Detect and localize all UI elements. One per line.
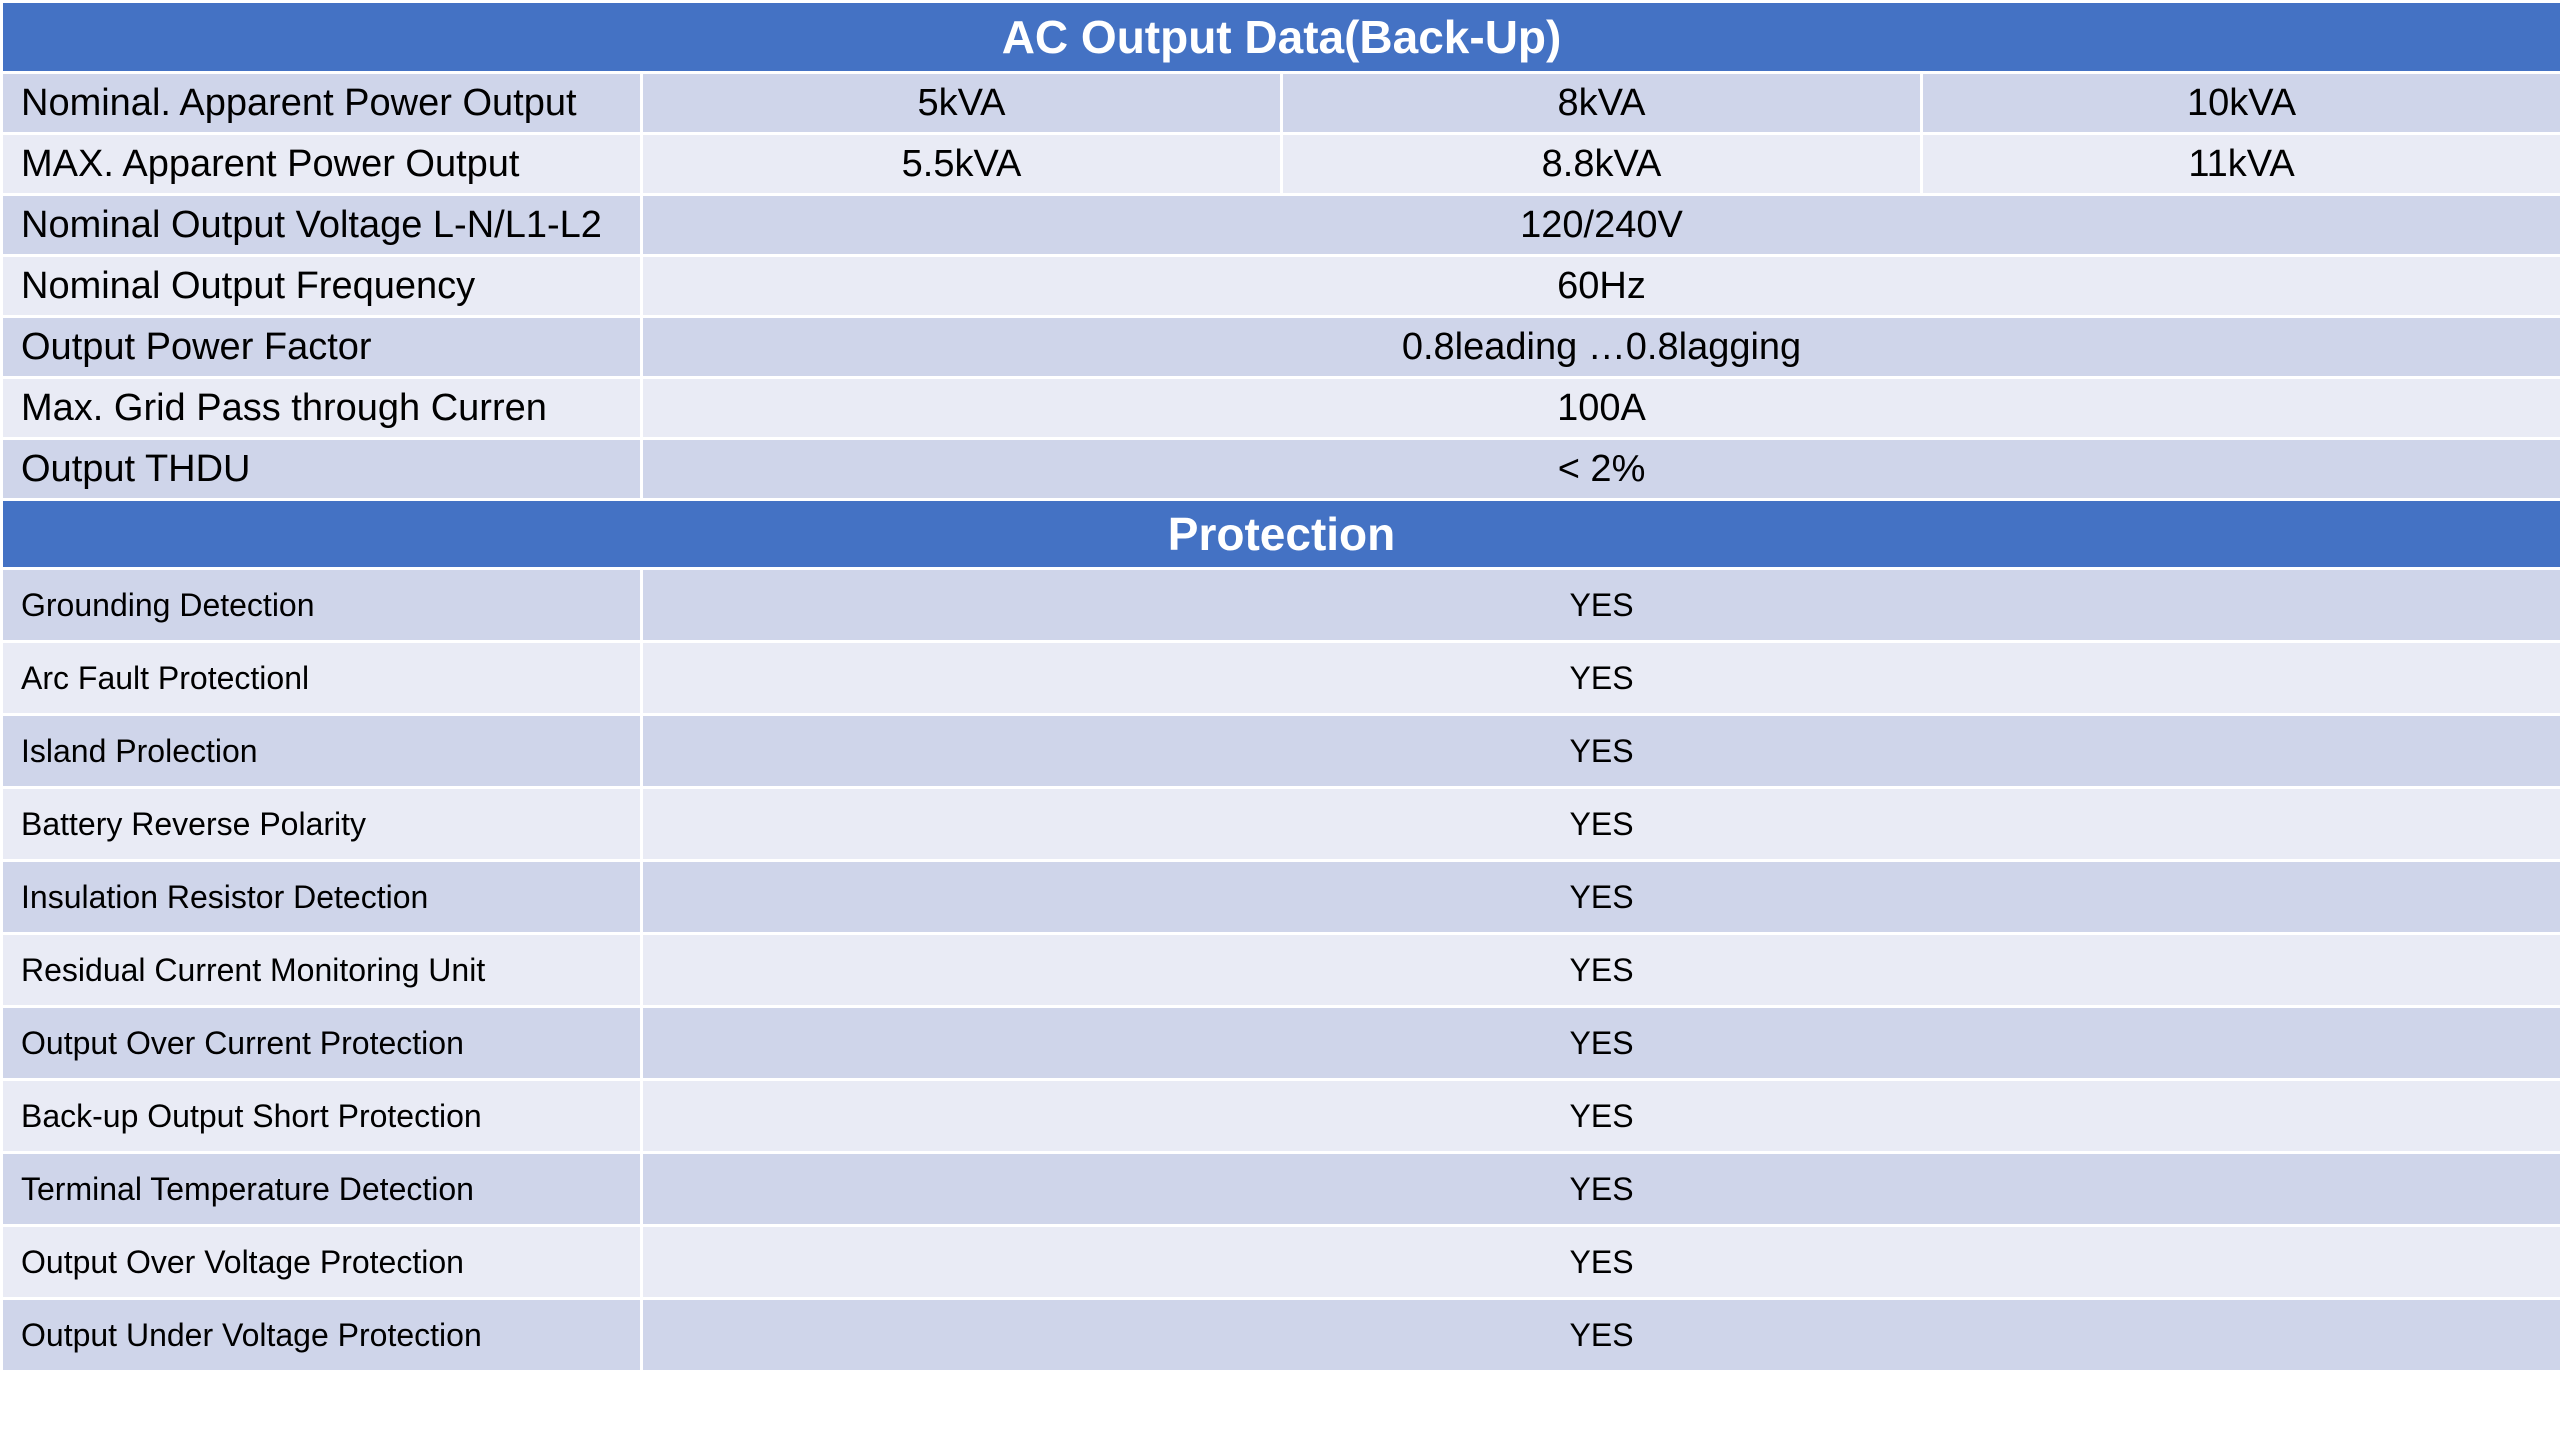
- row-value: 8.8kVA: [1280, 132, 1923, 196]
- table-row: Residual Current Monitoring Unit YES: [0, 932, 2560, 1008]
- row-value: YES: [639, 1005, 2560, 1081]
- row-value: YES: [639, 859, 2560, 935]
- row-label: Output Over Current Protection: [0, 1005, 643, 1081]
- row-label: Output Under Voltage Protection: [0, 1297, 643, 1373]
- row-label: Output Over Voltage Protection: [0, 1224, 643, 1300]
- row-label: Insulation Resistor Detection: [0, 859, 643, 935]
- row-value: YES: [639, 1078, 2560, 1154]
- row-value: 60Hz: [639, 254, 2560, 318]
- row-label: Residual Current Monitoring Unit: [0, 932, 643, 1008]
- row-value: < 2%: [639, 437, 2560, 501]
- row-value: YES: [639, 640, 2560, 716]
- row-value: 8kVA: [1280, 71, 1923, 135]
- table-row: Battery Reverse Polarity YES: [0, 786, 2560, 862]
- table-row: Grounding Detection YES: [0, 567, 2560, 643]
- ac-output-title: AC Output Data(Back-Up): [0, 0, 2560, 74]
- table-row: Output THDU < 2%: [0, 437, 2560, 501]
- row-label: Max. Grid Pass through Curren: [0, 376, 643, 440]
- table-row: Nominal Output Frequency 60Hz: [0, 254, 2560, 318]
- row-label: MAX. Apparent Power Output: [0, 132, 643, 196]
- row-value: YES: [639, 932, 2560, 1008]
- spec-table: AC Output Data(Back-Up) Nominal. Apparen…: [0, 0, 2560, 1373]
- row-label: Nominal Output Voltage L-N/L1-L2: [0, 193, 643, 257]
- row-value: YES: [639, 713, 2560, 789]
- table-row: Terminal Temperature Detection YES: [0, 1151, 2560, 1227]
- table-row: Island Prolection YES: [0, 713, 2560, 789]
- row-label: Nominal. Apparent Power Output: [0, 71, 643, 135]
- row-value: 10kVA: [1919, 71, 2560, 135]
- row-label: Arc Fault Protectionl: [0, 640, 643, 716]
- table-row: Insulation Resistor Detection YES: [0, 859, 2560, 935]
- protection-title: Protection: [0, 498, 2560, 570]
- row-label: Island Prolection: [0, 713, 643, 789]
- ac-output-header-row: AC Output Data(Back-Up): [0, 0, 2560, 74]
- row-label: Output Power Factor: [0, 315, 643, 379]
- protection-header-row: Protection: [0, 498, 2560, 570]
- table-row: MAX. Apparent Power Output 5.5kVA 8.8kVA…: [0, 132, 2560, 196]
- row-label: Grounding Detection: [0, 567, 643, 643]
- row-value: 11kVA: [1919, 132, 2560, 196]
- row-label: Terminal Temperature Detection: [0, 1151, 643, 1227]
- row-label: Battery Reverse Polarity: [0, 786, 643, 862]
- table-row: Arc Fault Protectionl YES: [0, 640, 2560, 716]
- row-value: 5.5kVA: [640, 132, 1283, 196]
- row-value: YES: [639, 1151, 2560, 1227]
- row-value: 5kVA: [640, 71, 1283, 135]
- row-value: YES: [639, 1297, 2560, 1373]
- row-label: Back-up Output Short Protection: [0, 1078, 643, 1154]
- table-row: Nominal Output Voltage L-N/L1-L2 120/240…: [0, 193, 2560, 257]
- row-value: 100A: [639, 376, 2560, 440]
- table-row: Nominal. Apparent Power Output 5kVA 8kVA…: [0, 71, 2560, 135]
- row-label: Output THDU: [0, 437, 643, 501]
- row-value: YES: [639, 1224, 2560, 1300]
- table-row: Max. Grid Pass through Curren 100A: [0, 376, 2560, 440]
- row-value: YES: [639, 786, 2560, 862]
- row-value: 120/240V: [639, 193, 2560, 257]
- table-row: Output Under Voltage Protection YES: [0, 1297, 2560, 1373]
- table-row: Output Power Factor 0.8leading …0.8laggi…: [0, 315, 2560, 379]
- row-value: 0.8leading …0.8lagging: [639, 315, 2560, 379]
- table-row: Output Over Voltage Protection YES: [0, 1224, 2560, 1300]
- row-value: YES: [639, 567, 2560, 643]
- row-label: Nominal Output Frequency: [0, 254, 643, 318]
- table-row: Back-up Output Short Protection YES: [0, 1078, 2560, 1154]
- table-row: Output Over Current Protection YES: [0, 1005, 2560, 1081]
